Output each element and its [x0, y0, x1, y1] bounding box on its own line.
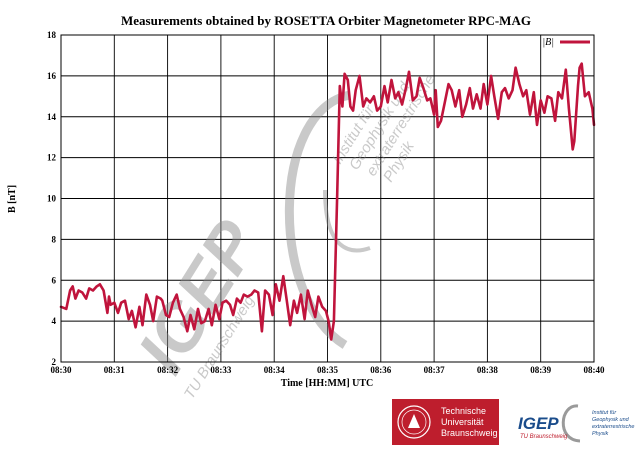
- x-tick-label: 08:37: [424, 365, 445, 375]
- igep-inst-1: Institut für: [592, 410, 617, 416]
- plot-frame: [60, 34, 595, 363]
- x-axis-label: Time [HH:MM] UTC: [281, 378, 374, 389]
- series-line-B: [59, 62, 596, 341]
- tu-seal-inner-ring: [401, 409, 427, 435]
- x-tick-label: 08:39: [530, 365, 551, 375]
- tu-line-2: Universität: [441, 417, 484, 427]
- tu-line-1: Technische: [441, 406, 486, 416]
- x-tick-label: 08:38: [477, 365, 498, 375]
- y-tick-label: 12: [47, 153, 57, 163]
- footer-logos: Technische Universität Braunschweig IGEP…: [392, 399, 635, 445]
- x-tick-label: 08:40: [584, 365, 605, 375]
- igep-inst-3: extraterrestrische: [592, 424, 635, 430]
- tu-seal-icon: [397, 405, 431, 439]
- tick-labels: 08:30 08:31 08:32 08:33 08:34 08:35 08:36 08:37…: [47, 30, 605, 375]
- tu-braunschweig-logo: Technische Universität Braunschweig: [392, 399, 499, 445]
- igep-swoosh-icon: [561, 404, 581, 443]
- x-tick-label: 08:32: [157, 365, 178, 375]
- tu-line-3: Braunschweig: [441, 428, 498, 438]
- y-tick-label: 10: [47, 194, 57, 204]
- y-tick-label: 14: [47, 112, 57, 122]
- igep-footer-title: IGEP: [518, 414, 559, 433]
- legend: |B|: [542, 37, 590, 48]
- igep-inst-4: Physik: [592, 431, 608, 437]
- watermark-hook: [323, 189, 371, 253]
- y-tick-label: 18: [47, 30, 57, 40]
- x-tick-label: 08:35: [317, 365, 338, 375]
- igep-footer-sub: TU Braunschweig: [520, 434, 568, 440]
- x-tick-label: 08:31: [104, 365, 125, 375]
- legend-label: |B|: [542, 37, 554, 48]
- y-tick-label: 16: [47, 71, 57, 81]
- y-tick-label: 6: [52, 275, 57, 285]
- y-tick-label: 8: [52, 234, 57, 244]
- igep-footer-logo: IGEP TU Braunschweig Institut für Geophy…: [518, 404, 635, 443]
- series-layer: [59, 62, 596, 341]
- y-axis-label: B [nT]: [7, 185, 18, 213]
- tu-seal-emblem: [408, 414, 420, 428]
- x-tick-label: 08:36: [370, 365, 391, 375]
- y-tick-label: 4: [52, 316, 57, 326]
- grid-lines: [61, 35, 594, 362]
- watermark-swoosh: [284, 90, 352, 349]
- x-tick-label: 08:34: [264, 365, 285, 375]
- y-tick-label: 2: [52, 357, 57, 367]
- x-tick-label: 08:30: [51, 365, 72, 375]
- igep-inst-2: Geophysik und: [592, 417, 630, 423]
- x-tick-label: 08:33: [210, 365, 231, 375]
- chart-title: Measurements obtained by ROSETTA Orbiter…: [121, 13, 531, 28]
